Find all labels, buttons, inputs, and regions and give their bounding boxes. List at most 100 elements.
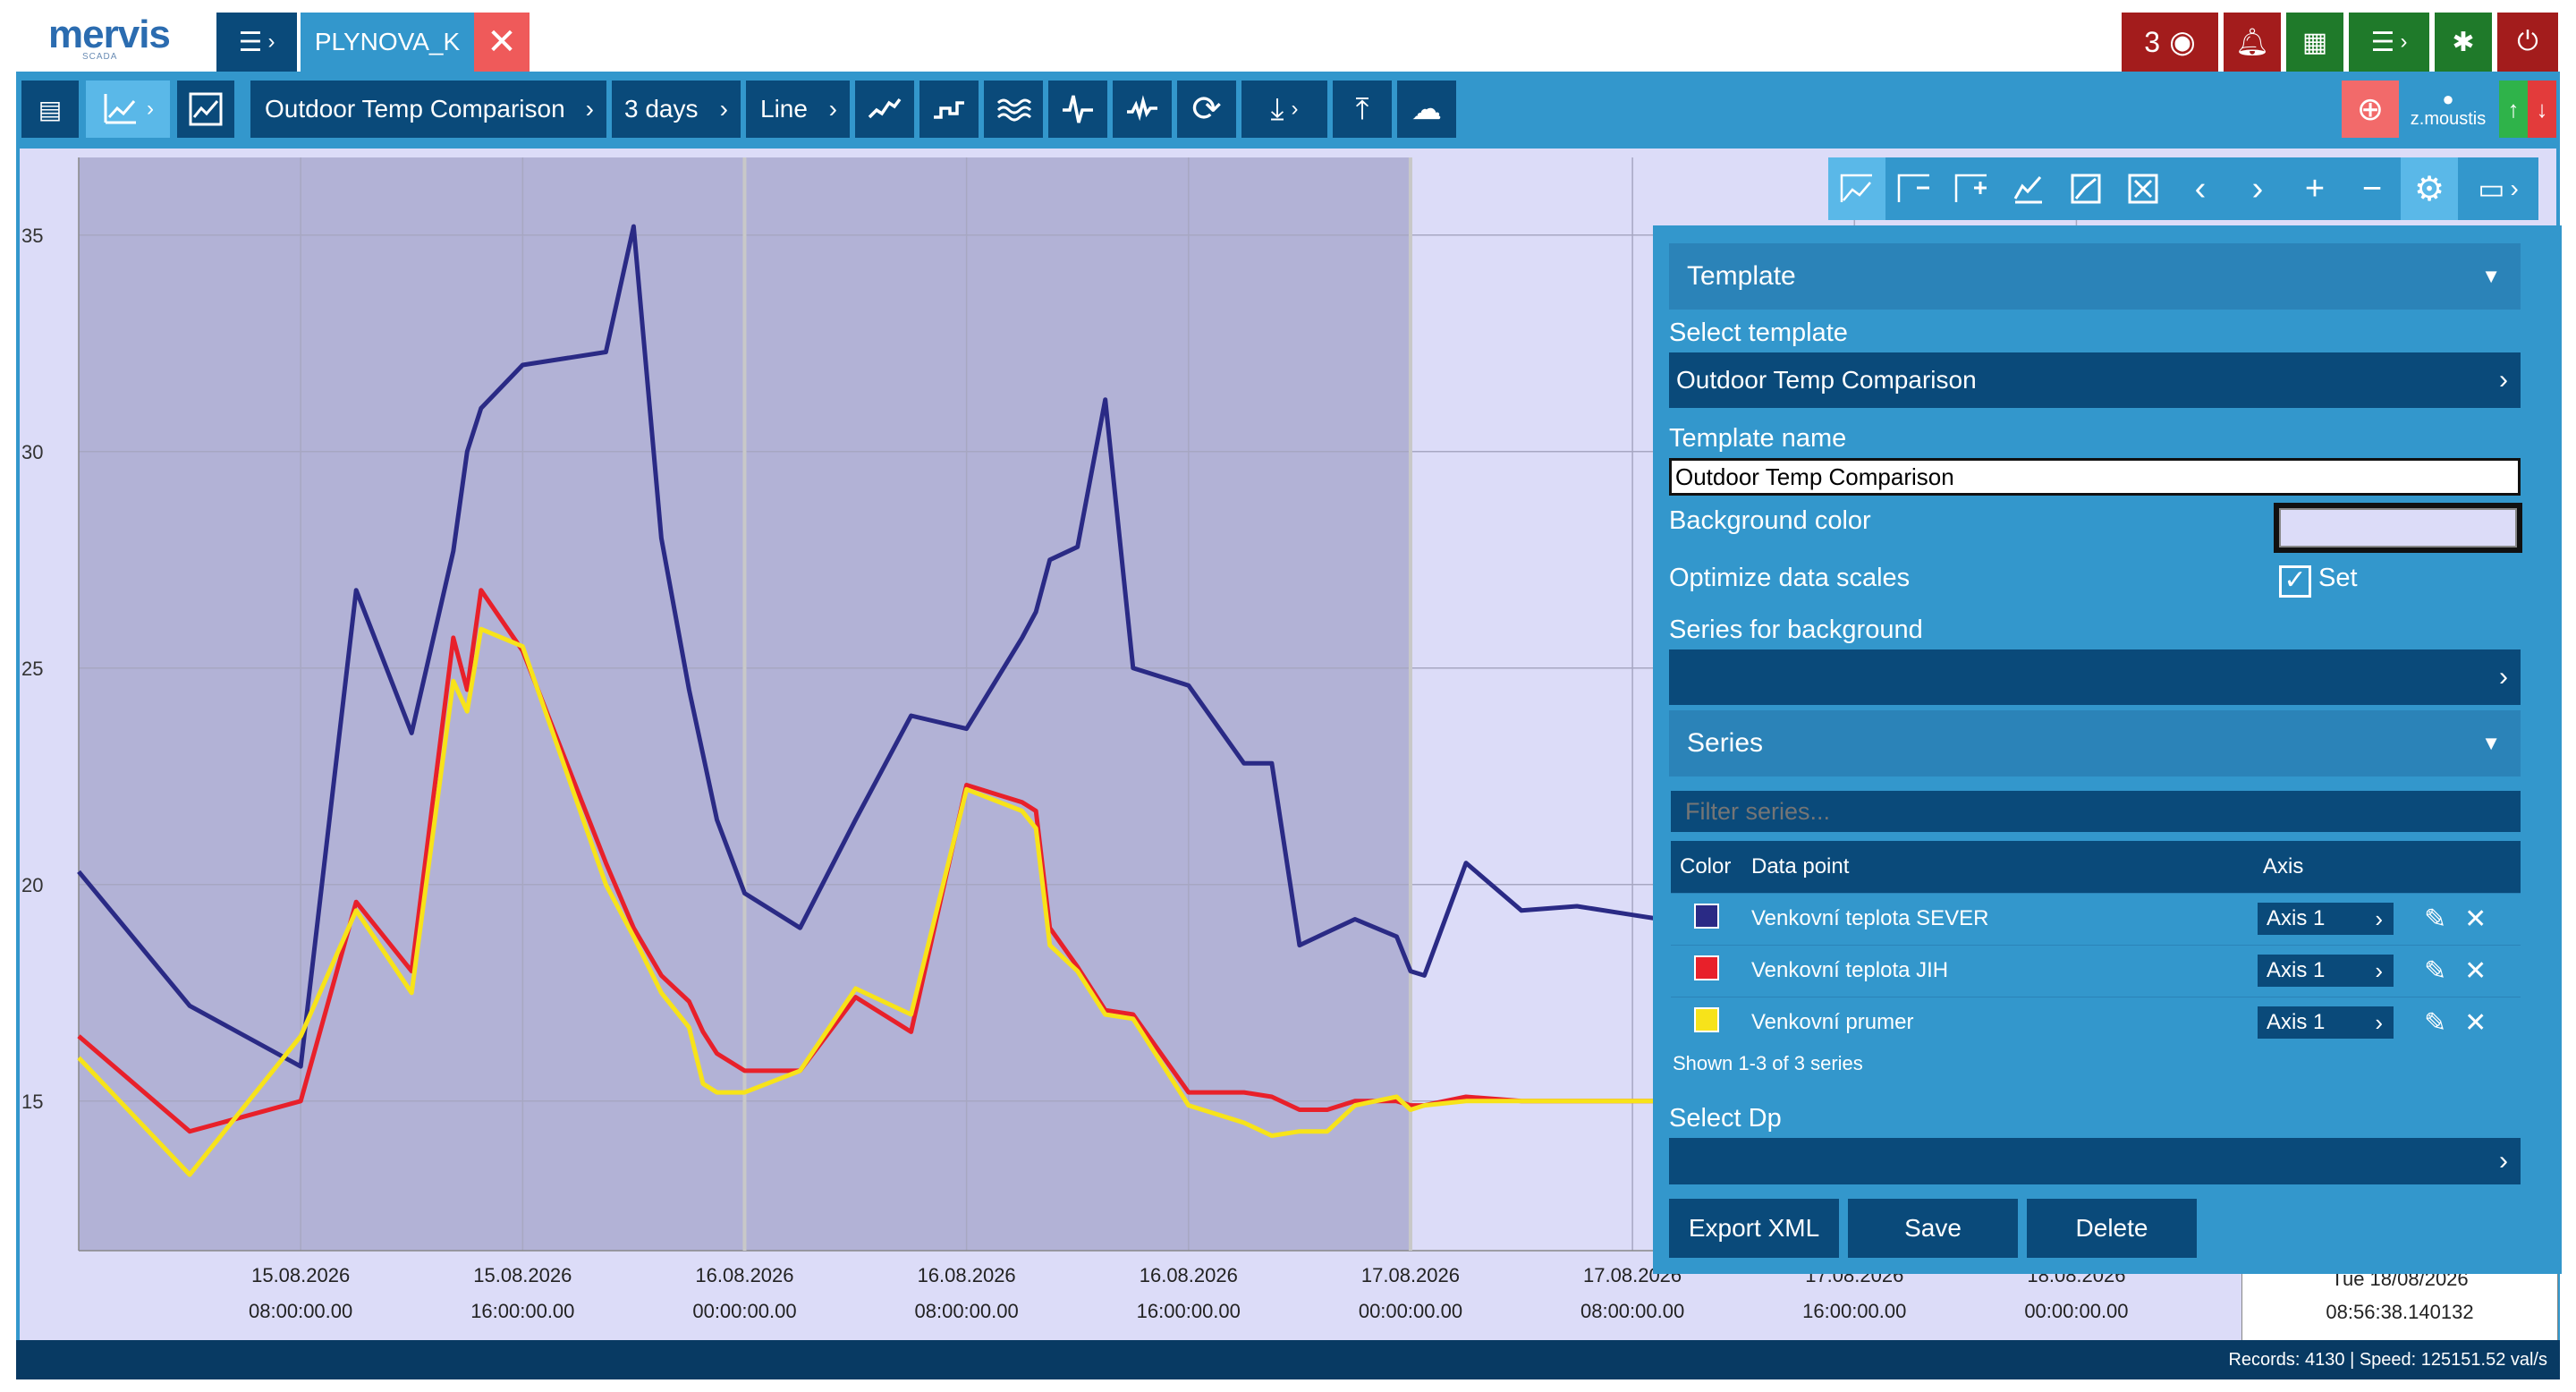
series-color-swatch[interactable] xyxy=(1694,955,1719,980)
x-tick-time: 00:00:00.00 xyxy=(692,1300,797,1322)
series-axis-select[interactable]: Axis 1 › xyxy=(2258,1006,2394,1040)
chevron-right-icon: › xyxy=(2499,365,2508,395)
logout-button[interactable]: ⏻ xyxy=(2497,13,2558,72)
chart-view-button[interactable]: › xyxy=(86,81,170,138)
box-close-icon xyxy=(2128,174,2158,204)
chevron-right-icon: › xyxy=(267,30,275,54)
notifications-button[interactable]: 🔔︎ xyxy=(2224,13,2281,72)
panel-scale-button[interactable] xyxy=(2000,157,2057,220)
x-tick-label: 16.08.2026 00:00:00.00 xyxy=(646,1258,843,1329)
x-tick-date: 16.08.2026 xyxy=(917,1264,1016,1286)
user-button[interactable]: ● z.moustis xyxy=(2402,81,2494,138)
main-menu-button[interactable]: ☰ › xyxy=(216,13,297,72)
filter-series-input[interactable] xyxy=(1671,791,2521,832)
map-button[interactable]: ▦ xyxy=(2286,13,2343,72)
cloud-sun-icon: ☁ xyxy=(1411,92,1442,126)
line-chart-icon xyxy=(104,94,136,124)
zoom-button[interactable]: ⊕ xyxy=(2342,81,2399,138)
x-tick-label: 16.08.2026 16:00:00.00 xyxy=(1090,1258,1287,1329)
template-select-button[interactable]: Outdoor Temp Comparison › xyxy=(250,81,606,138)
series-axis-select[interactable]: Axis 1 › xyxy=(2258,955,2394,987)
arrow-down-icon: ↓ xyxy=(2536,95,2548,123)
fit-icon xyxy=(2071,174,2101,204)
list-icon: ☰ xyxy=(2370,27,2395,57)
upload-button[interactable]: ⤒ xyxy=(1333,81,1392,138)
series-color-swatch[interactable] xyxy=(1694,903,1719,929)
panel-zoom-out-button[interactable]: − xyxy=(2343,157,2401,220)
series-row[interactable]: Venkovní prumer Axis 1 › ✎ ✕ xyxy=(1671,997,2521,1048)
optimize-scales-checkbox[interactable]: ✓ xyxy=(2279,565,2311,598)
noise-button[interactable] xyxy=(1113,81,1172,138)
interpolation-linear-button[interactable] xyxy=(855,81,914,138)
panel-next-button[interactable]: › xyxy=(2229,157,2286,220)
delete-button[interactable]: Delete xyxy=(2027,1199,2197,1258)
export-xml-button[interactable]: Export XML xyxy=(1669,1199,1839,1258)
select-dp-dropdown[interactable]: › xyxy=(1669,1138,2521,1184)
chevron-right-icon: › xyxy=(2499,1146,2508,1176)
select-template-dropdown[interactable]: Outdoor Temp Comparison › xyxy=(1669,352,2521,408)
template-name-input[interactable] xyxy=(1669,458,2521,496)
optimize-scales-set-label: Set xyxy=(2318,564,2358,592)
chevron-right-icon: › xyxy=(2375,957,2383,984)
remove-series-button[interactable]: ✕ xyxy=(2464,1007,2487,1038)
download-status: ↓ xyxy=(2528,81,2556,138)
project-tab[interactable]: PLYNOVA_K xyxy=(301,13,474,72)
chart-type-select-button[interactable]: Line › xyxy=(746,81,850,138)
range-select-button[interactable]: 3 days › xyxy=(612,81,741,138)
series-row[interactable]: Venkovní teplota SEVER Axis 1 › ✎ ✕ xyxy=(1671,893,2521,945)
y-tick-label: 25 xyxy=(21,657,44,680)
panel-settings-button[interactable]: ⚙ xyxy=(2401,157,2458,220)
edit-series-button[interactable]: ✎ xyxy=(2424,955,2447,986)
series-axis-cell: Axis 1 › xyxy=(2250,893,2411,945)
status-text: Records: 4130 | Speed: 125151.52 val/s xyxy=(2228,1350,2547,1370)
series-row[interactable]: Venkovní teplota JIH Axis 1 › ✎ ✕ xyxy=(1671,945,2521,997)
panel-prev-button[interactable]: ‹ xyxy=(2172,157,2229,220)
refresh-button[interactable]: ⟳ xyxy=(1177,81,1236,138)
panel-remove-series-button[interactable] xyxy=(1885,157,1943,220)
close-tab-button[interactable]: ✕ xyxy=(474,13,530,72)
panel-zoom-in-button[interactable]: + xyxy=(2286,157,2343,220)
debug-button[interactable]: ✱ xyxy=(2435,13,2492,72)
series-axis-cell: Axis 1 › xyxy=(2250,997,2411,1048)
panel-fit-button[interactable] xyxy=(2057,157,2114,220)
series-section-header[interactable]: Series ▼ xyxy=(1669,710,2521,777)
panel-close-chart-button[interactable] xyxy=(2114,157,2172,220)
alarm-counter-button[interactable]: 3 ◉ xyxy=(2122,13,2218,72)
download-button[interactable]: ⤓ › xyxy=(1241,81,1327,138)
check-icon: ✓ xyxy=(2284,565,2307,595)
background-color-picker[interactable] xyxy=(2274,503,2522,553)
series-axis-select[interactable]: Axis 1 › xyxy=(2258,903,2394,935)
x-tick-date: 17.08.2026 xyxy=(1360,1264,1460,1286)
panel-layout-button[interactable]: ▭ › xyxy=(2458,157,2538,220)
panel-add-series-button[interactable] xyxy=(1943,157,2000,220)
remove-series-button[interactable]: ✕ xyxy=(2464,904,2487,934)
save-button[interactable]: Save xyxy=(1848,1199,2018,1258)
series-background-dropdown[interactable]: › xyxy=(1669,649,2521,705)
panel-chart-settings-button[interactable] xyxy=(1828,157,1885,220)
template-section-header[interactable]: Template ▼ xyxy=(1669,243,2521,310)
smooth-button[interactable] xyxy=(984,81,1043,138)
bug-icon: ✱ xyxy=(2452,27,2475,57)
series-color-swatch[interactable] xyxy=(1694,1006,1719,1032)
image-view-button[interactable] xyxy=(177,81,234,138)
y-tick-label: 30 xyxy=(21,440,44,463)
series-table: Color Data point Axis Venkovní teplota S… xyxy=(1671,841,2521,1048)
wave-up-icon xyxy=(868,98,902,119)
upload-status: ↑ xyxy=(2499,81,2528,138)
optimize-scales-label: Optimize data scales xyxy=(1669,564,1911,592)
select-template-value: Outdoor Temp Comparison xyxy=(1676,366,1977,394)
interpolation-step-button[interactable] xyxy=(919,81,979,138)
min-max-button[interactable] xyxy=(1048,81,1107,138)
table-view-button[interactable]: ▤ xyxy=(21,81,79,138)
weather-button[interactable]: ☁ xyxy=(1397,81,1456,138)
upload-icon: ⤒ xyxy=(1355,91,1369,126)
edit-series-button[interactable]: ✎ xyxy=(2424,904,2447,934)
hamburger-icon: ☰ xyxy=(238,27,263,57)
edit-series-button[interactable]: ✎ xyxy=(2424,1007,2447,1038)
list-menu-button[interactable]: ☰ › xyxy=(2349,13,2429,72)
zoom-in-icon: ⊕ xyxy=(2356,90,2385,127)
remove-series-button[interactable]: ✕ xyxy=(2464,955,2487,986)
series-color-cell xyxy=(1671,945,1742,997)
top-bar: mervis SCADA ☰ › PLYNOVA_K ✕ 3 ◉ 🔔︎ ▦ ☰ › … xyxy=(0,0,2576,75)
